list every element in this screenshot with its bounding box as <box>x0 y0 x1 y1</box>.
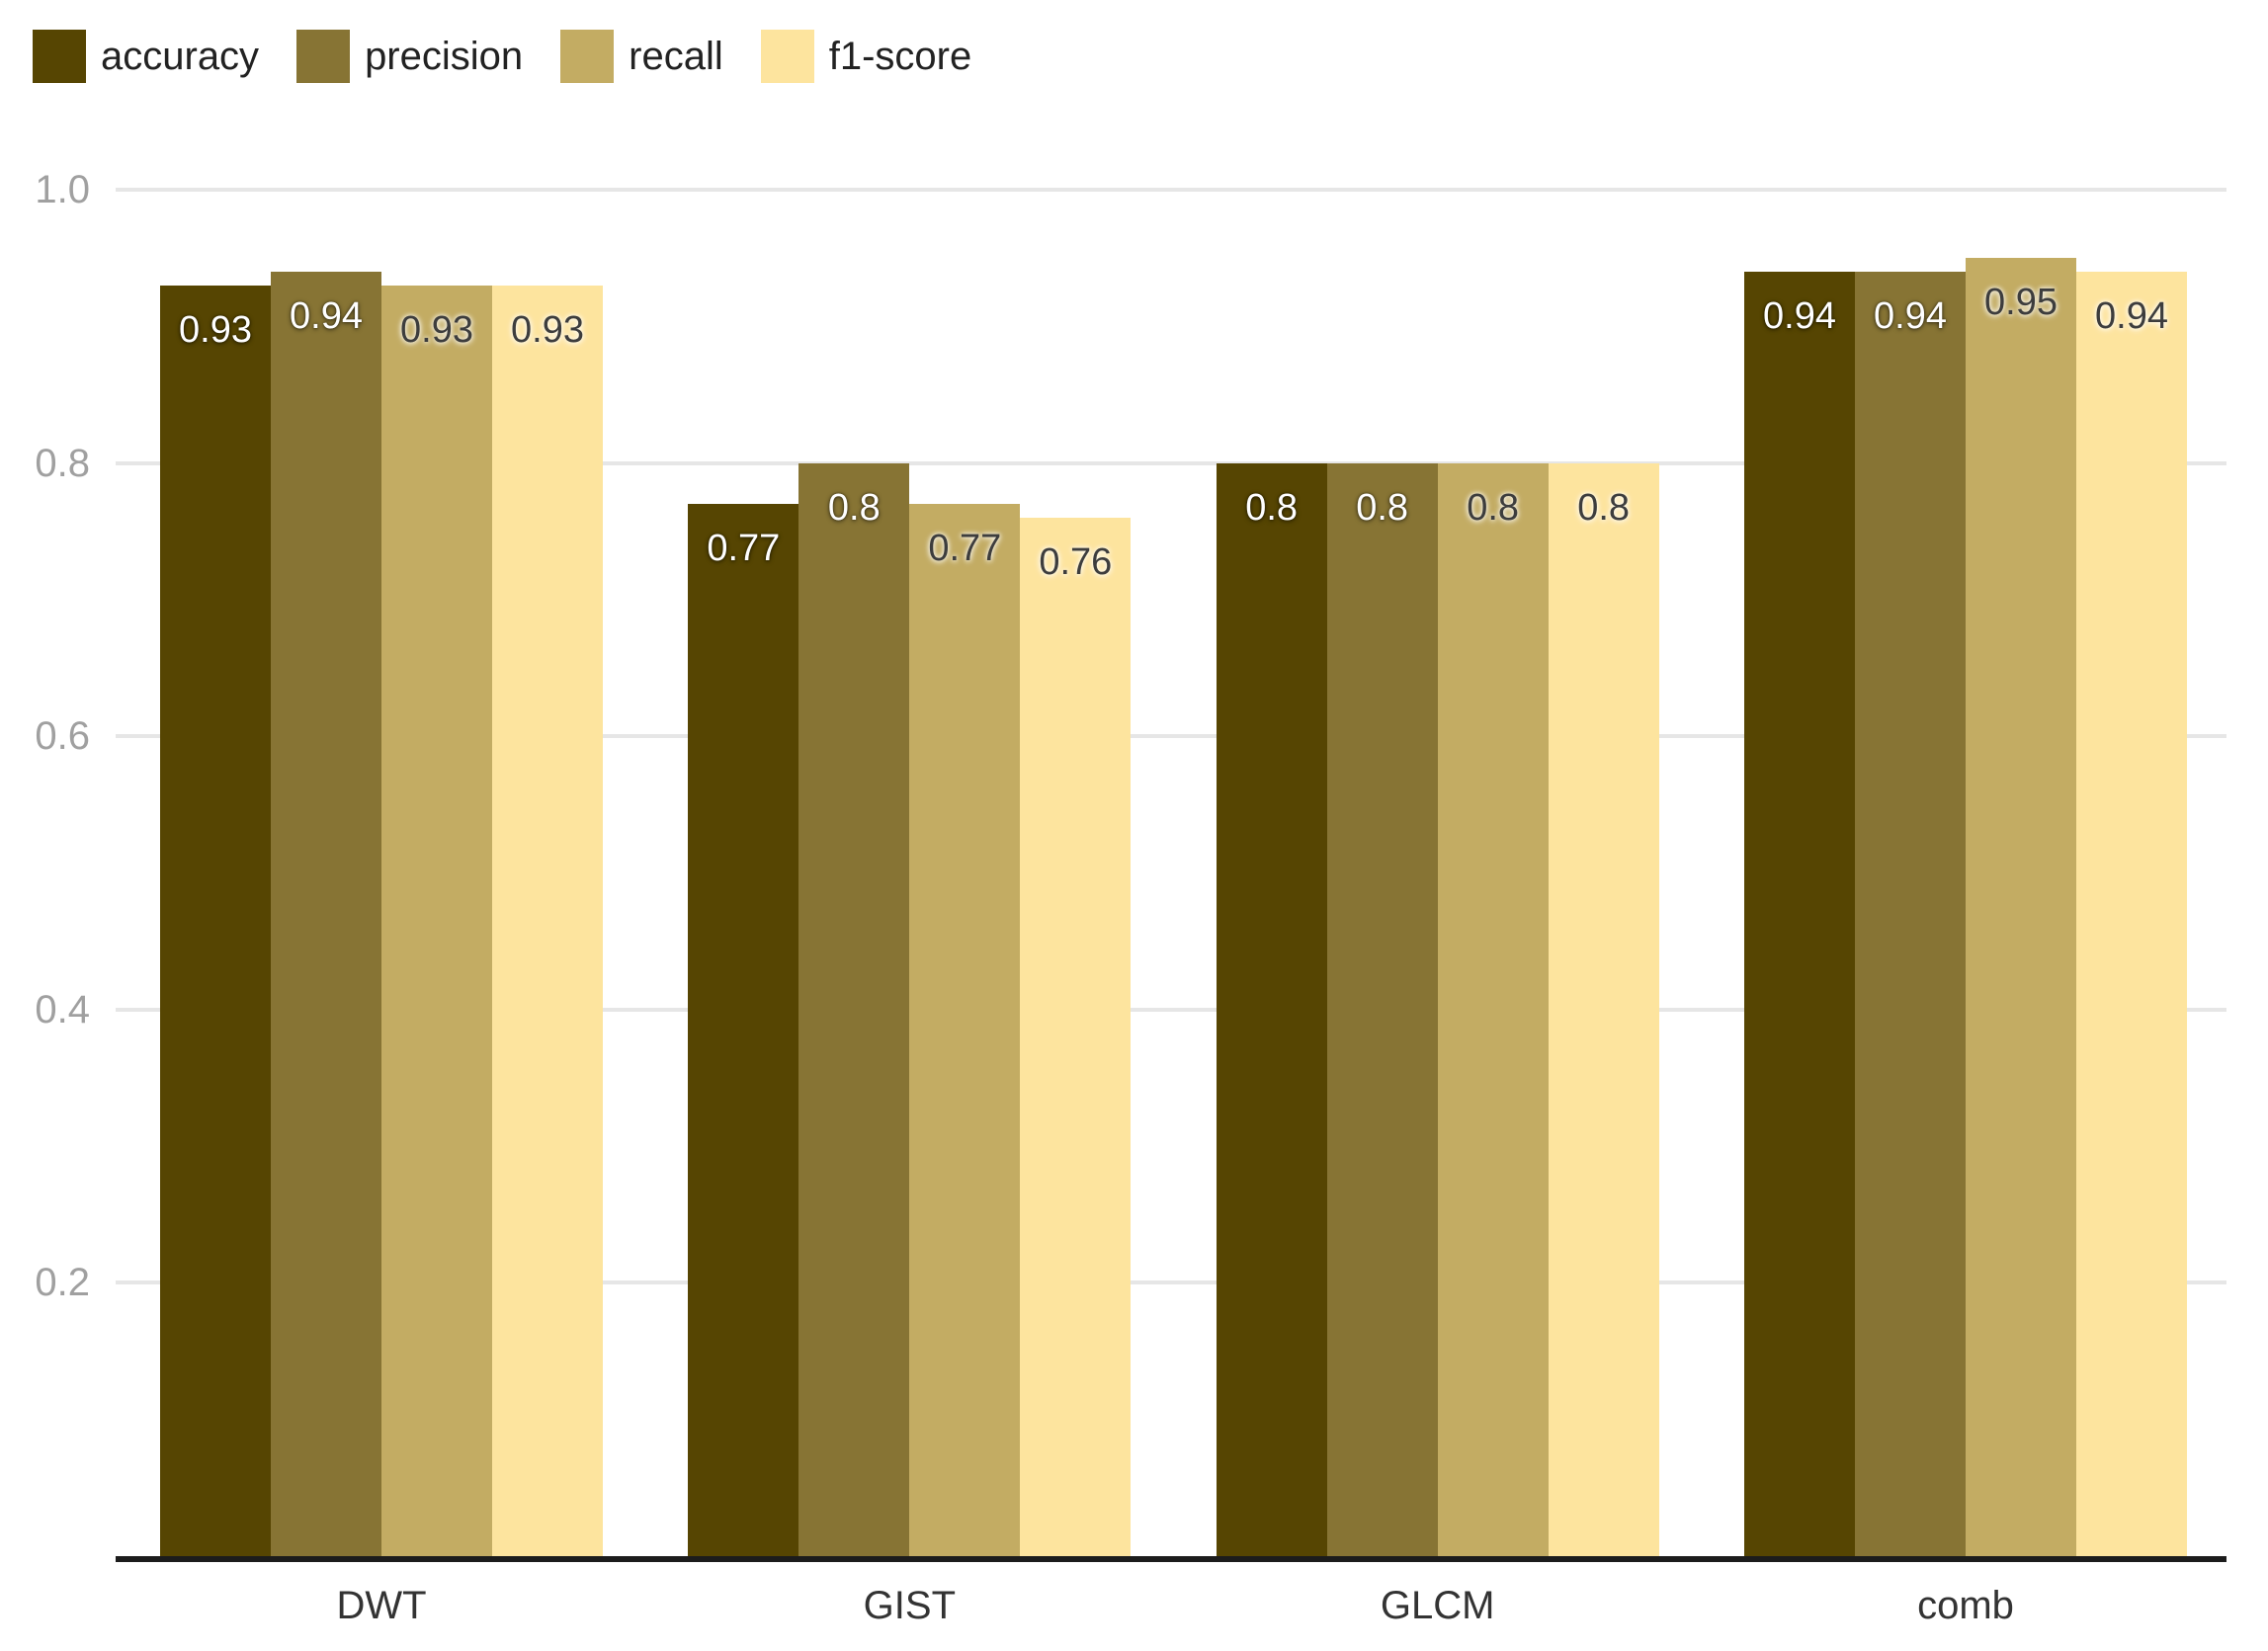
bar-f1-score-comb: 0.94 <box>2075 271 2187 1556</box>
legend-label: precision <box>365 35 524 78</box>
gridline-0.6 <box>116 734 2226 739</box>
bar-value-label: 0.8 <box>1356 486 1409 529</box>
y-axis-tick-label: 0.4 <box>35 987 90 1032</box>
x-axis-labels: DWT GIST GLCM comb <box>116 1583 2226 1628</box>
gridline-0.4 <box>116 1007 2226 1012</box>
bar-value-label: 0.77 <box>928 528 1002 570</box>
bar-value-label: 0.8 <box>1577 486 1631 529</box>
gridline-0.8 <box>116 460 2226 465</box>
y-axis-tick-label: 1.0 <box>35 168 90 211</box>
bar-recall-comb: 0.95 <box>1965 258 2076 1556</box>
bar-precision-GIST: 0.8 <box>798 462 910 1556</box>
bar-f1-score-DWT: 0.93 <box>492 285 603 1556</box>
legend-label: accuracy <box>101 35 260 78</box>
bar-recall-DWT: 0.93 <box>381 285 492 1556</box>
x-axis-label-DWT: DWT <box>336 1584 427 1627</box>
bar-group-GIST: 0.77 0.8 0.77 0.76 <box>688 190 1132 1556</box>
bar-precision-comb: 0.94 <box>1854 271 1966 1556</box>
y-axis-tick-label: 0.6 <box>35 714 90 759</box>
bar-value-label: 0.8 <box>827 486 881 529</box>
y-axis-tick-label: 0.2 <box>35 1261 90 1305</box>
bar-group-GLCM: 0.8 0.8 0.8 0.8 <box>1216 190 1659 1556</box>
gridline-1.0 <box>116 188 2226 192</box>
legend-label: f1-score <box>828 35 972 78</box>
bar-f1-score-GIST: 0.76 <box>1020 517 1132 1556</box>
bar-group-comb: 0.94 0.94 0.95 0.94 <box>1743 190 2187 1556</box>
bar-value-label: 0.8 <box>1245 486 1299 529</box>
bar-precision-GLCM: 0.8 <box>1326 462 1438 1556</box>
bar-recall-GLCM: 0.8 <box>1437 462 1549 1556</box>
gridline-0.2 <box>116 1280 2226 1285</box>
bar-value-label: 0.77 <box>707 528 781 570</box>
legend-item-accuracy: accuracy <box>33 30 259 83</box>
bar-value-label: 0.94 <box>1763 294 1836 337</box>
bar-f1-score-GLCM: 0.8 <box>1548 462 1659 1556</box>
bar-value-label: 0.95 <box>1984 282 2058 324</box>
bar-accuracy-GLCM: 0.8 <box>1216 462 1327 1556</box>
legend-label: recall <box>629 35 723 78</box>
bar-group-DWT: 0.93 0.94 0.93 0.93 <box>160 190 603 1556</box>
y-axis-tick-label: 0.8 <box>35 441 90 485</box>
plot-area: 1.0 0.8 0.6 0.4 0.2 0.93 0.94 0.93 0.93 0.77 0.8 0… <box>35 170 2226 1562</box>
bar-value-label: 0.8 <box>1467 486 1520 529</box>
legend: accuracy precision recall f1-score <box>33 30 971 83</box>
bar-accuracy-DWT: 0.93 <box>160 285 271 1556</box>
legend-swatch-accuracy <box>33 30 86 83</box>
bar-value-label: 0.93 <box>179 308 252 351</box>
legend-swatch-recall <box>560 30 615 83</box>
x-axis-label-GIST: GIST <box>863 1584 956 1627</box>
bar-value-label: 0.94 <box>1874 294 1947 337</box>
bar-value-label: 0.94 <box>290 294 363 337</box>
legend-swatch-precision <box>296 30 351 83</box>
legend-item-precision: precision <box>296 30 523 83</box>
bar-value-label: 0.76 <box>1039 540 1113 583</box>
x-axis-label-GLCM: GLCM <box>1380 1584 1495 1627</box>
bar-groups-container: 0.93 0.94 0.93 0.93 0.77 0.8 0.77 0.76 0.8 0.8 0.8… <box>116 190 2226 1556</box>
bar-accuracy-comb: 0.94 <box>1743 271 1855 1556</box>
legend-item-recall: recall <box>560 30 723 83</box>
x-axis-line <box>116 1556 2226 1562</box>
bar-value-label: 0.93 <box>511 308 584 351</box>
bar-value-label: 0.93 <box>400 308 473 351</box>
bar-precision-DWT: 0.94 <box>271 271 381 1556</box>
bar-recall-GIST: 0.77 <box>909 504 1021 1556</box>
bar-accuracy-GIST: 0.77 <box>688 504 799 1556</box>
bar-value-label: 0.94 <box>2095 294 2168 337</box>
x-axis-label-comb: comb <box>1917 1584 2014 1627</box>
legend-swatch-f1-score <box>760 30 814 83</box>
legend-item-f1-score: f1-score <box>760 30 972 83</box>
